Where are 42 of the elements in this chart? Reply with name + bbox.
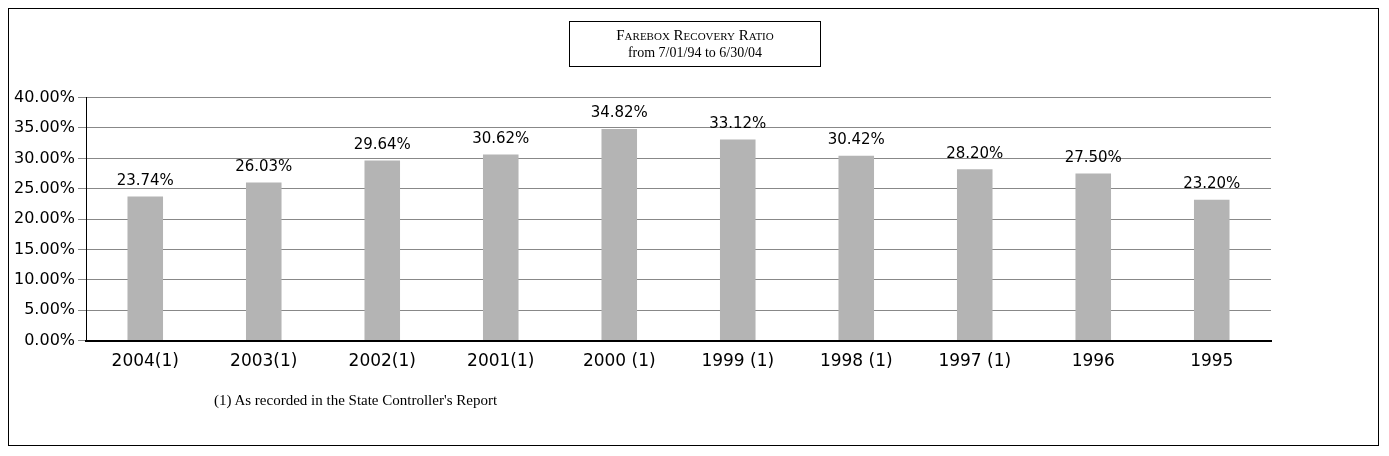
- chart-subtitle: from 7/01/94 to 6/30/04: [626, 44, 764, 62]
- x-tick-label: 2000 (1): [582, 350, 656, 371]
- x-tick-label: 2001(1): [467, 350, 535, 371]
- y-tick-label: 20.00%: [13, 208, 76, 228]
- chart-title: Farebox Recovery Ratio: [615, 26, 775, 44]
- data-label: 28.20%: [946, 143, 1004, 162]
- bar: [1193, 199, 1230, 341]
- x-tick-label: 1997 (1): [938, 350, 1012, 371]
- data-label: 23.20%: [1183, 174, 1241, 193]
- data-label: 33.12%: [709, 113, 767, 132]
- bar: [364, 160, 401, 341]
- bar: [127, 196, 164, 341]
- bar: [956, 169, 993, 341]
- x-tick-label: 1998 (1): [819, 350, 893, 371]
- x-tick-label: 1995: [1190, 350, 1234, 371]
- y-tick-label: 15.00%: [13, 238, 76, 258]
- data-label: 30.62%: [472, 128, 530, 147]
- bar: [1075, 173, 1112, 341]
- y-tick-label: 10.00%: [13, 269, 76, 289]
- y-tick-label: 40.00%: [13, 86, 76, 106]
- bar: [601, 129, 638, 341]
- data-label: 34.82%: [590, 103, 648, 122]
- y-tick-label: 25.00%: [13, 177, 76, 197]
- text: (1) As recorded in the State Controller's Report: [214, 392, 498, 409]
- data-label: 27.50%: [1064, 147, 1122, 166]
- x-tick-label: 2003(1): [230, 350, 298, 371]
- x-tick-label: 1996: [1071, 350, 1115, 371]
- y-tick-label: 30.00%: [13, 147, 76, 167]
- data-label: 29.64%: [353, 134, 411, 153]
- bar: [482, 154, 519, 341]
- y-tick-label: 35.00%: [13, 117, 76, 137]
- bar: [838, 155, 875, 341]
- bar: [719, 139, 756, 341]
- data-label: 26.03%: [235, 156, 293, 175]
- x-tick-label: 1999 (1): [701, 350, 775, 371]
- x-tick-label: 2004(1): [111, 350, 179, 371]
- y-tick-label: 5.00%: [24, 299, 76, 319]
- data-label: 23.74%: [116, 170, 174, 189]
- y-tick-label: 0.00%: [24, 329, 76, 349]
- x-tick-label: 2002(1): [348, 350, 416, 371]
- bar: [245, 182, 282, 341]
- data-label: 30.42%: [827, 130, 885, 149]
